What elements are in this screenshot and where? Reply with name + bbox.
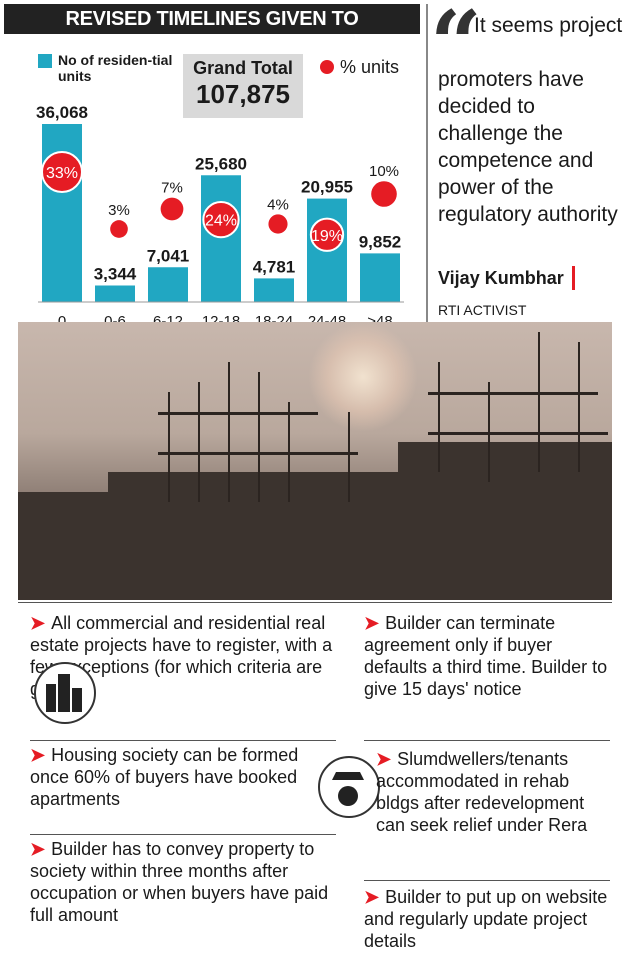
fact-item-4: ➤ Builder can terminate agreement only if…: [364, 612, 610, 700]
photo-deck-3: [428, 392, 598, 395]
photo-deck-2: [158, 452, 358, 455]
facts-rule-1: [30, 740, 336, 741]
photo-scaffold-1: [168, 392, 170, 502]
pct-label: 19%: [311, 228, 343, 245]
fact-text-4: Builder can terminate agreement only if …: [364, 613, 608, 699]
photo-scaffold-3: [228, 362, 230, 502]
photo-scaffold-9: [538, 332, 540, 472]
photo-scaffold-10: [578, 342, 580, 472]
bar-12-18: [201, 175, 241, 302]
photo-deck-4: [428, 432, 608, 435]
bar-value-label: 36,068: [36, 103, 88, 122]
facts-top-rule: [18, 602, 612, 603]
arrow-icon: ➤: [376, 749, 392, 769]
grand-total-box: Grand Total 107,875: [183, 54, 303, 118]
facts-rule-2: [30, 834, 336, 835]
facts-rule-4: [364, 880, 610, 881]
pct-label: 24%: [205, 213, 237, 230]
arrow-icon: ➤: [30, 613, 46, 633]
pct-dot: [202, 200, 240, 239]
arrow-icon: ➤: [364, 613, 380, 633]
quote-author: Vijay Kumbhar: [438, 268, 564, 288]
photo-scaffold-2: [198, 382, 200, 502]
arrow-icon: ➤: [364, 887, 380, 907]
fact-text-5: Slumdwellers/tenants accommodated in reh…: [376, 749, 588, 835]
bar-18-24: [254, 278, 294, 302]
legend-swatch-units: [38, 54, 52, 68]
building-icon: [34, 662, 96, 724]
photo-building-upper: [398, 442, 612, 502]
grand-total-label: Grand Total: [193, 58, 293, 78]
pct-label: 4%: [267, 196, 289, 213]
pct-dot: [309, 217, 345, 252]
x-tick-label: 0: [58, 313, 66, 330]
fact-text-1: All commercial and residential real esta…: [30, 613, 333, 699]
bar-value-label: 3,344: [94, 264, 137, 283]
pct-label: 10%: [369, 163, 399, 180]
construction-photo: [18, 322, 612, 600]
bar->48: [360, 253, 400, 302]
fact-item-1: ➤ All commercial and residential real est…: [30, 612, 340, 700]
pct-dot: [110, 220, 128, 238]
bar-0: [42, 124, 82, 302]
facts-rule-3: [364, 740, 610, 741]
pct-label: 3%: [108, 202, 130, 219]
pct-label: 33%: [46, 165, 78, 182]
grand-total-value: 107,875: [196, 79, 290, 109]
pct-dot: [371, 181, 397, 207]
quote-text-first: It seems project: [474, 14, 623, 37]
bar-0-6: [95, 285, 135, 302]
bar-value-label: 9,852: [359, 232, 402, 251]
fact-text-6: Builder to put up on website and regular…: [364, 887, 608, 951]
quote-author-bar: [572, 266, 575, 290]
bar-value-label: 4,781: [253, 257, 296, 276]
photo-scaffold-7: [438, 362, 440, 472]
arrow-icon: ➤: [30, 839, 46, 859]
bar-chart: 36,068033%3,3440-63%7,0416-127%25,68012-…: [36, 103, 404, 354]
fact-item-3: ➤ Builder has to convey property to socie…: [30, 838, 340, 926]
photo-scaffold-4: [258, 372, 260, 502]
photo-sun: [308, 322, 418, 432]
fact-item-5: ➤ Slumdwellers/tenants accommodated in re…: [376, 748, 614, 836]
photo-scaffold-6: [348, 412, 350, 502]
panel-divider: [426, 4, 428, 326]
legend-label-percent: % units: [340, 57, 400, 77]
handcuff-money-icon: [318, 756, 380, 818]
photo-deck-1: [158, 412, 318, 415]
pct-dot: [268, 214, 288, 234]
pct-label: 7%: [161, 180, 183, 197]
chart-header: REVISED TIMELINES GIVEN TO REGULATOR: [4, 4, 420, 60]
quote-mark-icon: “: [430, 0, 482, 97]
pct-dot: [160, 197, 184, 221]
quote-text-rest: promoters have decided to challenge the …: [438, 68, 618, 226]
fact-item-2: ➤ Housing society can be formed once 60% …: [30, 744, 340, 810]
bar-value-label: 25,680: [195, 154, 247, 173]
legend-label-units: No of residen-tial units: [58, 52, 173, 84]
bar-6-12: [148, 267, 188, 302]
pct-dot: [41, 151, 83, 193]
arrow-icon: ➤: [30, 745, 46, 765]
fact-text-3: Builder has to convey property to societ…: [30, 839, 329, 925]
fact-item-6: ➤ Builder to put up on website and regula…: [364, 886, 610, 952]
bar-value-label: 20,955: [301, 178, 353, 197]
bar-value-label: 7,041: [147, 246, 190, 265]
legend-dot-percent: [320, 60, 334, 74]
quote-role: RTI ACTIVIST: [438, 302, 527, 318]
fact-text-2: Housing society can be formed once 60% o…: [30, 745, 299, 809]
